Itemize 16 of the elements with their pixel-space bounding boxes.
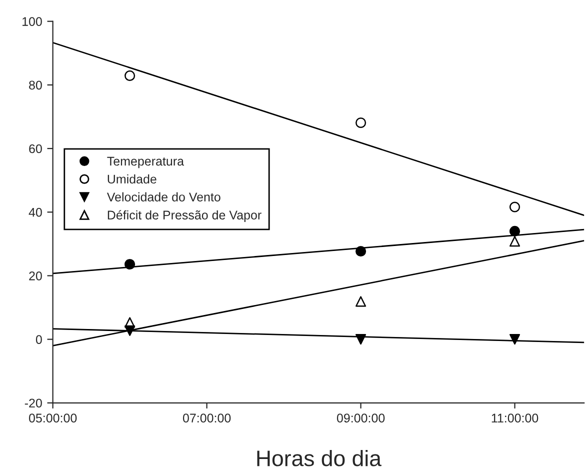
y-tick-label: 100: [22, 17, 42, 26]
legend-label: Umidade: [108, 174, 156, 184]
y-tick-label: -20: [24, 398, 42, 408]
y-tick-label: 60: [29, 144, 42, 154]
y-tick-label: 20: [29, 272, 42, 280]
legend-label: Déficit de Pressão de Vapor: [108, 210, 262, 222]
x-axis-title: Horas do dia: [257, 450, 382, 466]
x-tick-label: 07:00:00: [182, 414, 231, 422]
y-tick-label: 0: [36, 335, 42, 344]
x-tick-label: 05:00:00: [28, 414, 77, 422]
y-tick-label: 40: [28, 208, 42, 217]
legend-label: Temeperatura: [107, 156, 184, 168]
x-tick-label: 09:00:00: [336, 414, 385, 422]
legend-label: Velocidade do Vento: [106, 192, 220, 202]
x-tick-label: 11:00:00: [492, 414, 538, 422]
y-tick-label: 80: [29, 80, 42, 90]
